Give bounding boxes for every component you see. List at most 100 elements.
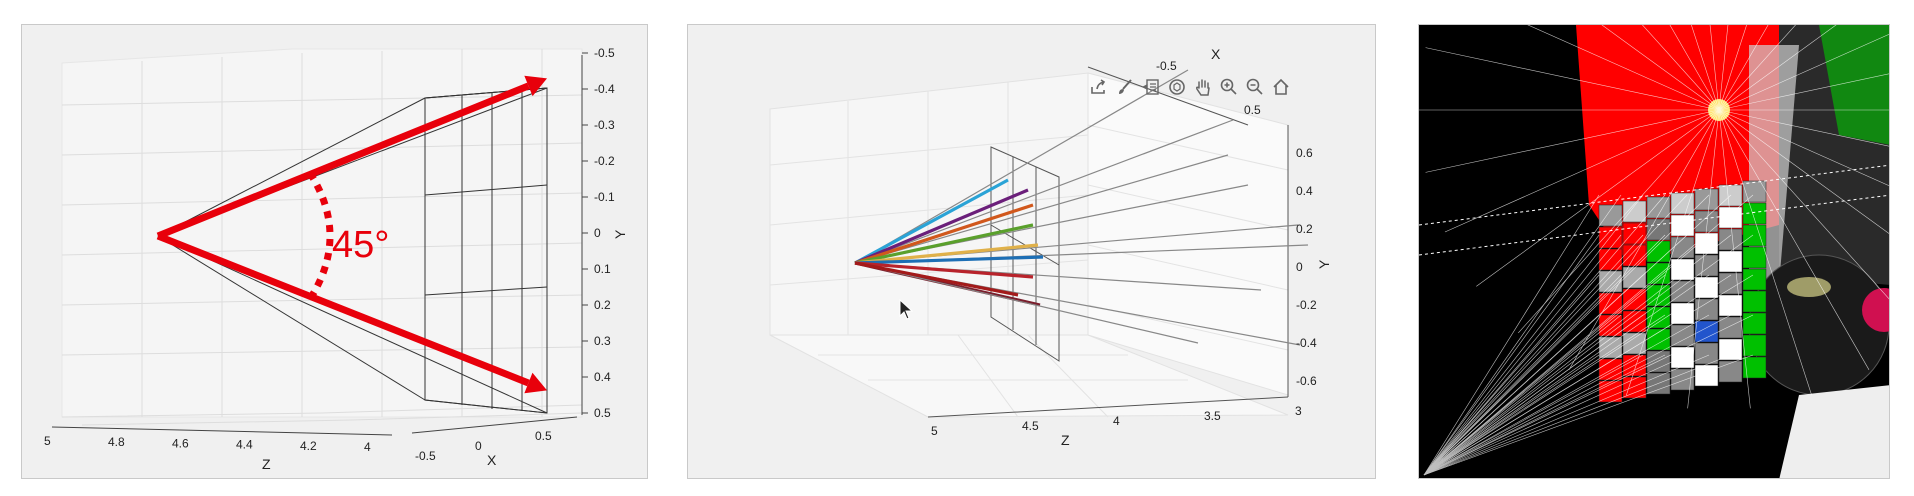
- left-x-tick-label: 0: [475, 439, 482, 453]
- angle-annotation: 45°: [332, 224, 389, 266]
- middle-rays: [854, 69, 1309, 346]
- camera-ray: [1423, 314, 1644, 476]
- camera-ray: [1423, 314, 1732, 476]
- camera-ray: [1423, 194, 1710, 476]
- pan-icon: [1196, 79, 1210, 96]
- light-ray: [1718, 25, 1769, 111]
- brush-button[interactable]: [1114, 76, 1136, 98]
- pixel-cell: [1622, 222, 1647, 245]
- camera-ray: [1423, 274, 1710, 476]
- rotate-button[interactable]: [1166, 76, 1188, 98]
- colored-ray: [854, 243, 1039, 265]
- left-y-tick-label: 0.3: [594, 334, 611, 348]
- camera-ray: [1423, 354, 1600, 476]
- middle-y-tick-label: -0.4: [1296, 336, 1317, 350]
- light-ray: [1718, 25, 1729, 111]
- middle-3d-axes: 0.6 0.4 0.2 0 -0.2 -0.4 -0.6 5 4.5 4 3.5 3 -0.5 0.…: [769, 46, 1332, 448]
- colored-ray: [854, 178, 1009, 265]
- ray-line: [854, 154, 1229, 264]
- camera-ray: [1423, 354, 1710, 476]
- left-z-tick-labels: 5 4.8 4.6 4.4 4.2 4: [44, 434, 371, 454]
- arrow-head: [524, 372, 547, 394]
- left-y-tick-label: 0.4: [594, 370, 611, 384]
- colored-ray: [854, 261, 1034, 279]
- light-ray: [1709, 25, 1720, 111]
- zoom-out-button[interactable]: [1244, 76, 1266, 98]
- pixel-cell: [1598, 358, 1623, 381]
- pixel-cell: [1742, 312, 1767, 335]
- middle-y-tick-label: 0.2: [1296, 222, 1313, 236]
- left-3d-axes: -0.5 -0.4 -0.3 -0.2 -0.1 0 0.1 0.2 0.3 0.4 0.5 5 4.…: [44, 46, 628, 472]
- left-z-tick-label: 4.2: [300, 439, 317, 453]
- camera-ray: [1423, 354, 1622, 476]
- pixel-cell: [1598, 336, 1623, 359]
- camera-ray: [1423, 194, 1600, 476]
- pixel-cell: [1694, 320, 1719, 343]
- light-ray: [1718, 73, 1889, 111]
- middle-y-tick-label: 0.6: [1296, 146, 1313, 160]
- middle-plot-panel: 0.6 0.4 0.2 0 -0.2 -0.4 -0.6 5 4.5 4 3.5 3 -0.5 0.…: [687, 24, 1376, 479]
- light-ray: [1444, 109, 1720, 233]
- pixel-cell: [1694, 276, 1719, 299]
- middle-y-tick-label: 0: [1296, 260, 1303, 274]
- left-grid: [61, 48, 583, 426]
- left-z-tick-label: 4: [364, 440, 371, 454]
- pixel-cell: [1646, 306, 1671, 329]
- pixel-cell: [1694, 210, 1719, 233]
- colored-ray: [854, 261, 1019, 297]
- left-x-tick-label: 0.5: [535, 429, 552, 443]
- camera-ray: [1423, 354, 1666, 476]
- pixel-cell: [1670, 280, 1695, 303]
- pixel-cell: [1718, 316, 1743, 339]
- pixel-cell: [1598, 292, 1623, 315]
- pixel-cell: [1742, 290, 1767, 313]
- arrow-shaft: [156, 82, 530, 240]
- camera-ray: [1423, 354, 1688, 476]
- camera-ray: [1423, 314, 1600, 476]
- light-ray: [1718, 109, 1751, 409]
- rendered-scene-panel: [1418, 24, 1890, 479]
- zoom-in-icon: [1220, 78, 1237, 95]
- left-x-tick-labels: -0.5 0 0.5: [415, 429, 552, 463]
- left-y-tick-label: 0.1: [594, 262, 611, 276]
- camera-ray: [1423, 234, 1666, 476]
- light-ray: [1718, 109, 1870, 370]
- middle-axis-lines: [927, 66, 1289, 418]
- camera-ray: [1423, 314, 1710, 476]
- datatip-button[interactable]: [1140, 76, 1162, 98]
- middle-z-axis-label: Z: [1061, 432, 1070, 448]
- left-y-axis-label: Y: [612, 229, 628, 239]
- light-ray: [1687, 109, 1720, 409]
- zoom-in-button[interactable]: [1218, 76, 1240, 98]
- middle-z-tick-label: 4.5: [1022, 419, 1039, 433]
- pan-button[interactable]: [1192, 76, 1214, 98]
- green-wall: [1819, 25, 1889, 145]
- colored-ray: [854, 255, 1044, 265]
- camera-ray: [1423, 274, 1666, 476]
- pixel-cell: [1622, 200, 1647, 223]
- camera-ray: [1423, 274, 1688, 476]
- pixel-cell: [1598, 248, 1623, 271]
- light-ray: [1718, 109, 1889, 187]
- pixel-cell: [1646, 350, 1671, 373]
- export-icon: [1091, 79, 1106, 94]
- camera-ray: [1423, 274, 1622, 476]
- pixel-cell: [1670, 214, 1695, 237]
- left-x-axis-label: X: [487, 452, 497, 468]
- pixel-cell: [1622, 266, 1647, 289]
- pixel-cell: [1742, 224, 1767, 247]
- home-button[interactable]: [1270, 76, 1292, 98]
- rendered-scene: [1419, 25, 1889, 478]
- pixel-cell: [1646, 196, 1671, 219]
- light-ray: [1568, 109, 1720, 370]
- pixel-cell: [1694, 188, 1719, 211]
- export-button[interactable]: [1088, 76, 1110, 98]
- light-ray: [1718, 33, 1889, 111]
- left-y-tick-label: 0.5: [594, 406, 611, 420]
- left-axis-lines: [51, 55, 583, 436]
- angle-arc: [307, 171, 334, 301]
- axes-toolbar: [1088, 76, 1292, 98]
- pixel-cell: [1718, 250, 1743, 273]
- camera-ray: [1423, 194, 1666, 476]
- light-ray: [1718, 109, 1889, 300]
